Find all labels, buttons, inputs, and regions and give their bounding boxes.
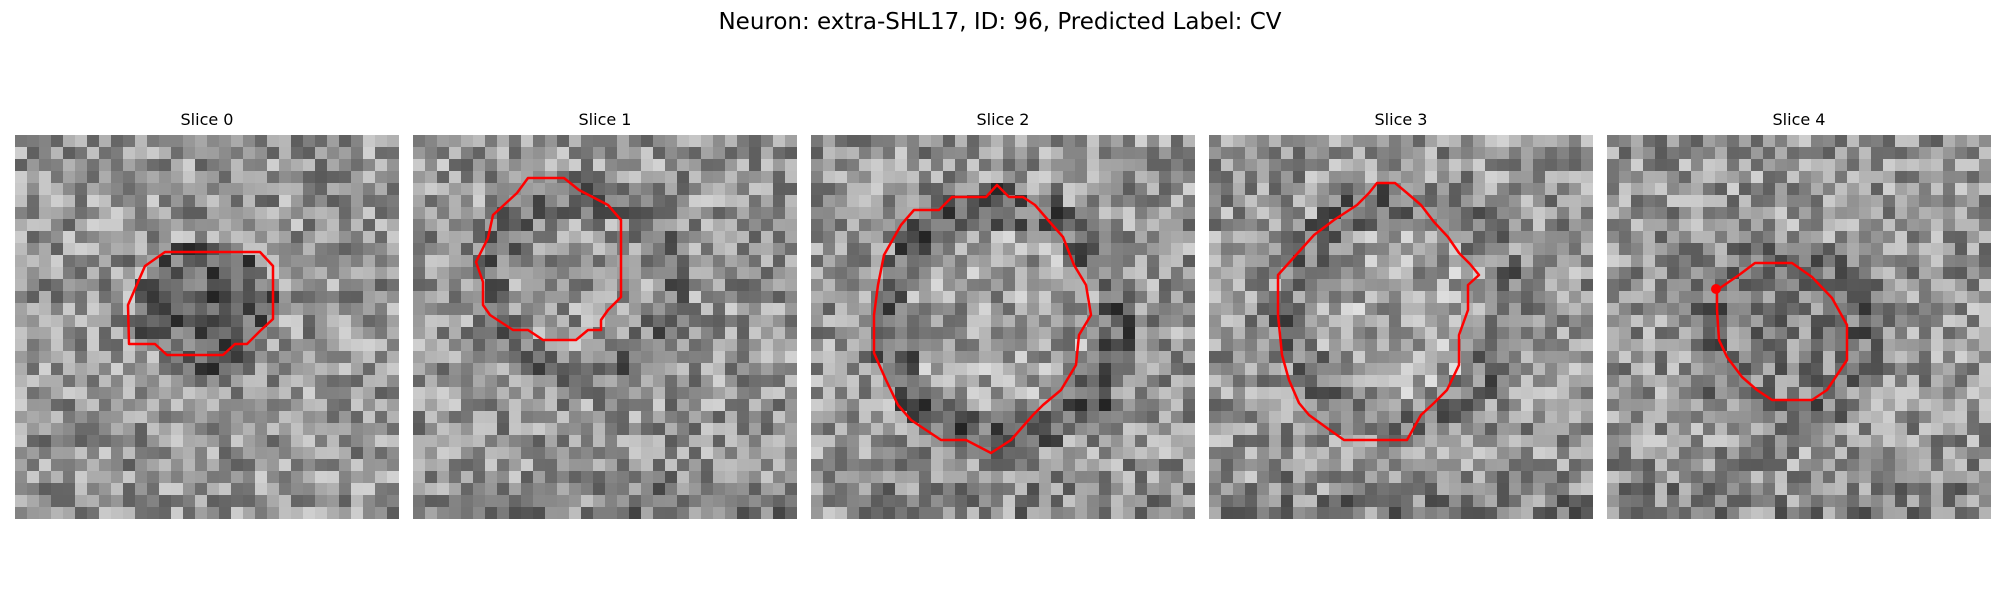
slice-title: Slice 2 — [976, 110, 1030, 129]
slice-panel-3: Slice 3 — [1209, 108, 1593, 519]
slice-image — [15, 135, 399, 519]
slice-panel-2: Slice 2 — [811, 108, 1195, 519]
slice-title: Slice 1 — [578, 110, 632, 129]
figure-title: Neuron: extra-SHL17, ID: 96, Predicted L… — [718, 9, 1282, 35]
slice-panel-0: Slice 0 — [15, 108, 399, 519]
slice-title: Slice 4 — [1772, 110, 1826, 129]
slice-panel-1: Slice 1 — [413, 108, 797, 519]
slice-title: Slice 0 — [180, 110, 234, 129]
slice-image — [413, 135, 797, 519]
slice-panel-4: Slice 4 — [1607, 108, 1991, 519]
slice-image — [1209, 135, 1593, 519]
slice-image — [811, 135, 1195, 519]
slice-image — [1607, 135, 1991, 519]
slice-title: Slice 3 — [1374, 110, 1428, 129]
